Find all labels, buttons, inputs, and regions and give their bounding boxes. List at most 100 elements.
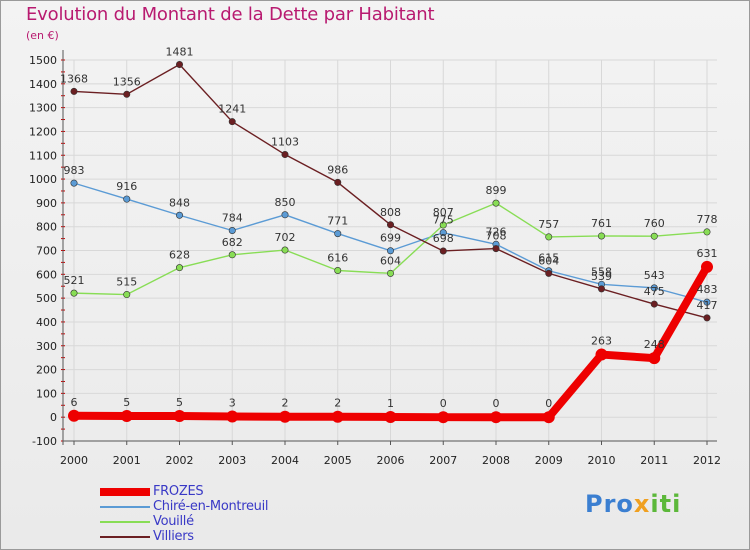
data-label: 986 xyxy=(327,163,348,176)
data-point xyxy=(439,229,447,237)
legend-swatch xyxy=(100,521,150,523)
data-point xyxy=(386,247,394,255)
data-label: 543 xyxy=(644,269,665,282)
data-point xyxy=(176,211,184,219)
data-point xyxy=(650,300,658,308)
data-point xyxy=(545,269,553,277)
data-point xyxy=(176,61,184,69)
y-tick-label: 0 xyxy=(50,411,57,424)
x-tick-label: 2006 xyxy=(377,454,405,467)
legend-swatch xyxy=(100,536,150,538)
data-label: 604 xyxy=(380,254,401,267)
data-point xyxy=(384,410,397,423)
data-label: 1 xyxy=(387,397,394,410)
data-point xyxy=(439,221,447,229)
y-tick-label: 900 xyxy=(36,197,57,210)
x-tick-label: 2011 xyxy=(640,454,668,467)
legend-label: Villiers xyxy=(153,529,194,544)
data-point xyxy=(542,411,555,424)
data-point xyxy=(437,411,450,424)
data-label: 899 xyxy=(486,184,507,197)
y-tick-label: -100 xyxy=(32,435,57,448)
data-label: 628 xyxy=(169,249,190,262)
data-label: 698 xyxy=(433,232,454,245)
data-label: 708 xyxy=(486,230,507,243)
data-point xyxy=(176,264,184,272)
y-tick-label: 300 xyxy=(36,340,57,353)
data-point xyxy=(123,90,131,98)
y-tick-label: 700 xyxy=(36,245,57,258)
data-point xyxy=(70,179,78,187)
data-label: 760 xyxy=(644,217,665,230)
y-tick-label: 100 xyxy=(36,387,57,400)
data-label: 515 xyxy=(116,276,137,289)
data-point xyxy=(70,289,78,297)
data-point xyxy=(650,284,658,292)
x-tick-label: 2005 xyxy=(324,454,352,467)
x-tick-label: 2001 xyxy=(113,454,141,467)
y-tick-label: 200 xyxy=(36,364,57,377)
x-tick-label: 2007 xyxy=(429,454,457,467)
data-point xyxy=(120,409,133,422)
data-label: 5 xyxy=(176,396,183,409)
y-tick-label: 1100 xyxy=(29,149,57,162)
data-label: 539 xyxy=(591,270,612,283)
data-label: 3 xyxy=(229,396,236,409)
legend-label: Vouillé xyxy=(153,514,194,529)
data-point xyxy=(545,233,553,241)
data-point xyxy=(492,245,500,253)
data-label: 0 xyxy=(493,397,500,410)
data-point xyxy=(279,410,291,423)
data-point xyxy=(703,298,711,306)
chart-title: Evolution du Montant de la Dette par Hab… xyxy=(26,4,435,25)
data-point xyxy=(597,232,605,240)
y-tick-label: 600 xyxy=(36,268,57,281)
data-label: 483 xyxy=(697,283,718,296)
data-point xyxy=(490,411,502,424)
data-label: 807 xyxy=(433,206,454,219)
data-label: 757 xyxy=(538,218,559,231)
y-tick-label: 1000 xyxy=(29,173,57,186)
legend-label: FROZES xyxy=(153,484,204,499)
data-label: 848 xyxy=(169,196,190,209)
data-label: 778 xyxy=(697,213,718,226)
data-point xyxy=(334,178,342,186)
data-label: 983 xyxy=(64,164,85,177)
y-tick-label: 500 xyxy=(36,292,57,305)
data-label: 417 xyxy=(697,299,718,312)
data-point xyxy=(123,195,131,203)
data-label: 808 xyxy=(380,206,401,219)
x-tick-label: 2009 xyxy=(535,454,563,467)
data-point xyxy=(648,352,661,365)
data-label: 0 xyxy=(545,397,552,410)
x-tick-label: 2002 xyxy=(166,454,194,467)
data-point xyxy=(228,251,236,259)
y-tick-label: 1400 xyxy=(29,78,57,91)
data-point xyxy=(439,247,447,255)
axes: -100010020030040050060070080090010001100… xyxy=(29,50,721,467)
data-point xyxy=(331,410,344,423)
legend-swatch xyxy=(100,488,150,496)
data-label: 1103 xyxy=(271,136,299,149)
data-point xyxy=(595,348,608,361)
data-point xyxy=(386,269,394,277)
x-tick-label: 2004 xyxy=(271,454,299,467)
data-point xyxy=(281,151,289,159)
data-label: 475 xyxy=(644,285,665,298)
data-point xyxy=(703,314,711,322)
data-point xyxy=(492,199,500,207)
proxiti-logo: Proxiti xyxy=(585,490,682,518)
data-point xyxy=(226,410,239,423)
legend-label: Chiré-en-Montreuil xyxy=(153,499,269,514)
data-label: 0 xyxy=(440,397,447,410)
y-tick-label: 1500 xyxy=(29,54,57,67)
x-tick-label: 2012 xyxy=(693,454,721,467)
data-point xyxy=(228,226,236,234)
data-label: 604 xyxy=(538,254,559,267)
data-label: 558 xyxy=(591,265,612,278)
data-point xyxy=(386,221,394,229)
data-label: 2 xyxy=(334,397,341,410)
data-point xyxy=(597,285,605,293)
